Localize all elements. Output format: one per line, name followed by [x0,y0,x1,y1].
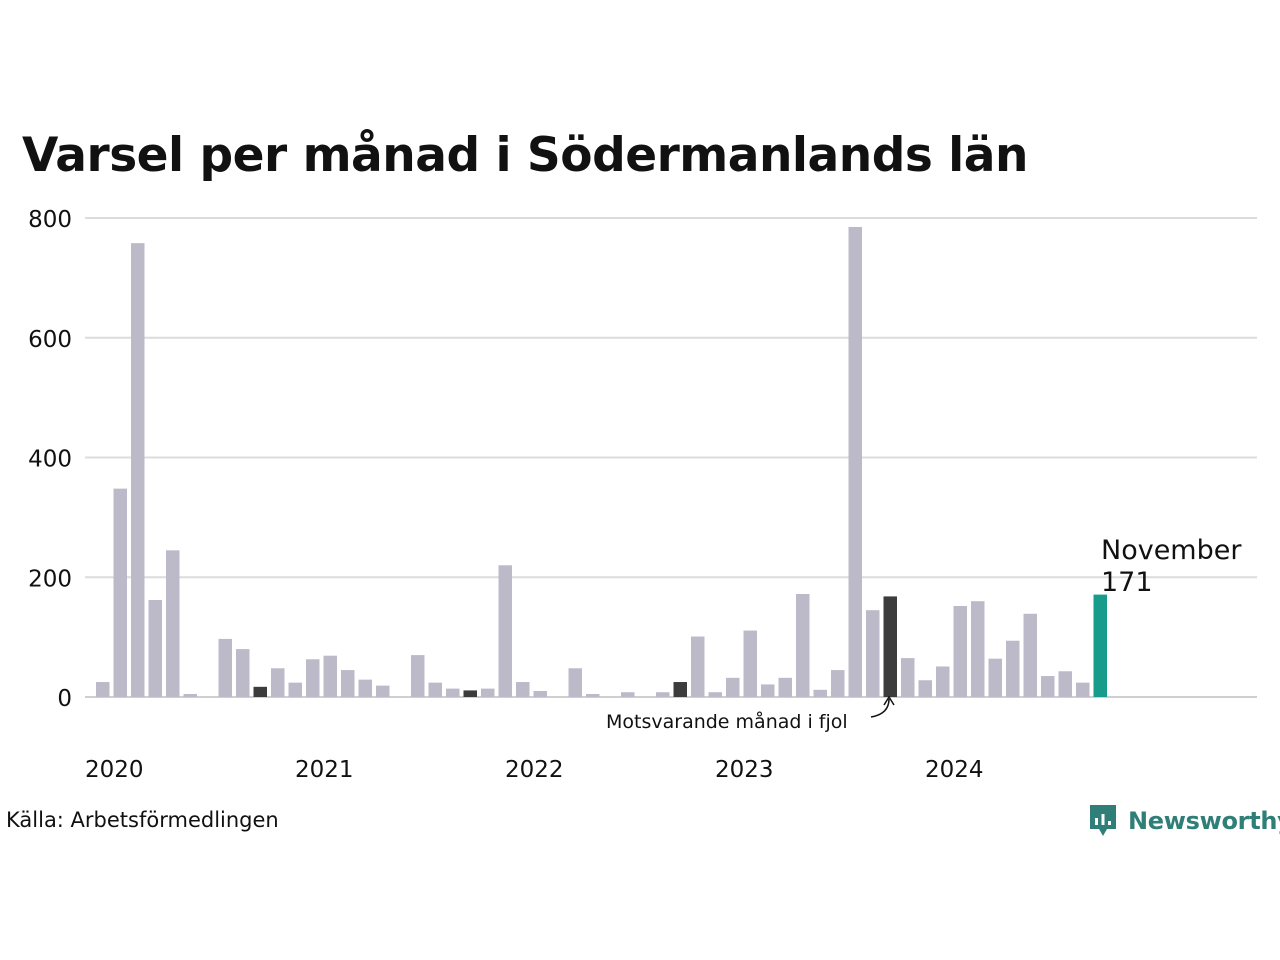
bar[interactable] [516,682,530,697]
brand-logo[interactable]: Newsworthy [1088,803,1280,839]
bar[interactable] [498,565,513,697]
brand-name: Newsworthy [1128,807,1280,835]
bar[interactable] [131,243,145,697]
bar[interactable] [323,655,338,697]
bar[interactable] [341,670,355,697]
y-tick-label: 200 [28,566,72,592]
bar[interactable] [236,649,250,697]
bar[interactable] [463,690,478,697]
bar[interactable] [1076,682,1090,697]
bar[interactable] [358,679,373,697]
bar[interactable] [113,488,128,697]
bar[interactable] [848,226,863,697]
bar[interactable] [533,691,548,697]
bar[interactable] [428,682,443,697]
bar[interactable] [883,596,898,697]
bar[interactable] [743,630,758,697]
bar[interactable] [1041,676,1055,697]
bar[interactable] [183,694,198,697]
bar[interactable] [306,659,320,697]
highlight-value-label: 171 [1101,567,1153,598]
bar[interactable] [1058,671,1073,697]
bar[interactable] [953,605,968,697]
source-note: Källa: Arbetsförmedlingen [6,808,279,832]
y-tick-label: 600 [28,327,72,353]
bar[interactable] [411,655,425,697]
bar[interactable] [796,594,810,697]
bar[interactable] [656,692,670,697]
bar-current-month[interactable] [1093,594,1108,697]
y-tick-label: 400 [28,447,72,473]
y-tick-label: 0 [57,686,72,712]
bar[interactable] [971,601,985,697]
bar[interactable] [166,550,180,697]
x-tick-label: 2022 [505,757,564,783]
gridlines [85,217,1257,698]
bar[interactable] [778,677,793,697]
chart-title: Varsel per månad i Södermanlands län [22,128,1028,183]
bar[interactable] [673,682,688,697]
x-tick-label: 2020 [85,757,144,783]
annotation-arrow [870,698,890,718]
bar[interactable] [901,658,915,697]
bar[interactable] [253,686,268,697]
same-month-annotation: Motsvarande månad i fjol [606,710,848,733]
annotation-arrowhead [883,695,895,706]
annotations: Motsvarande månad i fjol November 171 [606,535,1242,733]
bar[interactable] [271,668,285,697]
bar[interactable] [288,682,303,697]
axes: 0 200 400 600 800 2020 2021 2022 2023 2024 [28,207,983,783]
highlight-month-label: November [1101,535,1242,566]
bars [96,226,1108,697]
bar[interactable] [376,685,390,697]
bar[interactable] [988,658,1003,697]
x-tick-label: 2023 [715,757,774,783]
bar[interactable] [1023,613,1038,697]
bar[interactable] [691,636,705,697]
bar[interactable] [918,680,933,697]
y-tick-label: 800 [28,207,72,233]
bar[interactable] [936,666,950,697]
newsworthy-logo-icon [1090,805,1116,836]
bar[interactable] [708,692,723,697]
bar[interactable] [831,670,845,697]
x-tick-label: 2024 [925,757,984,783]
bar[interactable] [446,688,460,697]
x-tick-label: 2021 [295,757,354,783]
bar[interactable] [481,688,495,697]
bar[interactable] [813,689,828,697]
bar[interactable] [1006,640,1020,697]
bar[interactable] [621,692,635,697]
bar[interactable] [761,684,775,697]
bar[interactable] [148,600,163,697]
bar[interactable] [586,694,600,697]
bar[interactable] [568,668,583,697]
bar[interactable] [726,677,740,697]
bar[interactable] [218,638,233,697]
bar[interactable] [866,610,880,697]
bar[interactable] [96,682,110,697]
